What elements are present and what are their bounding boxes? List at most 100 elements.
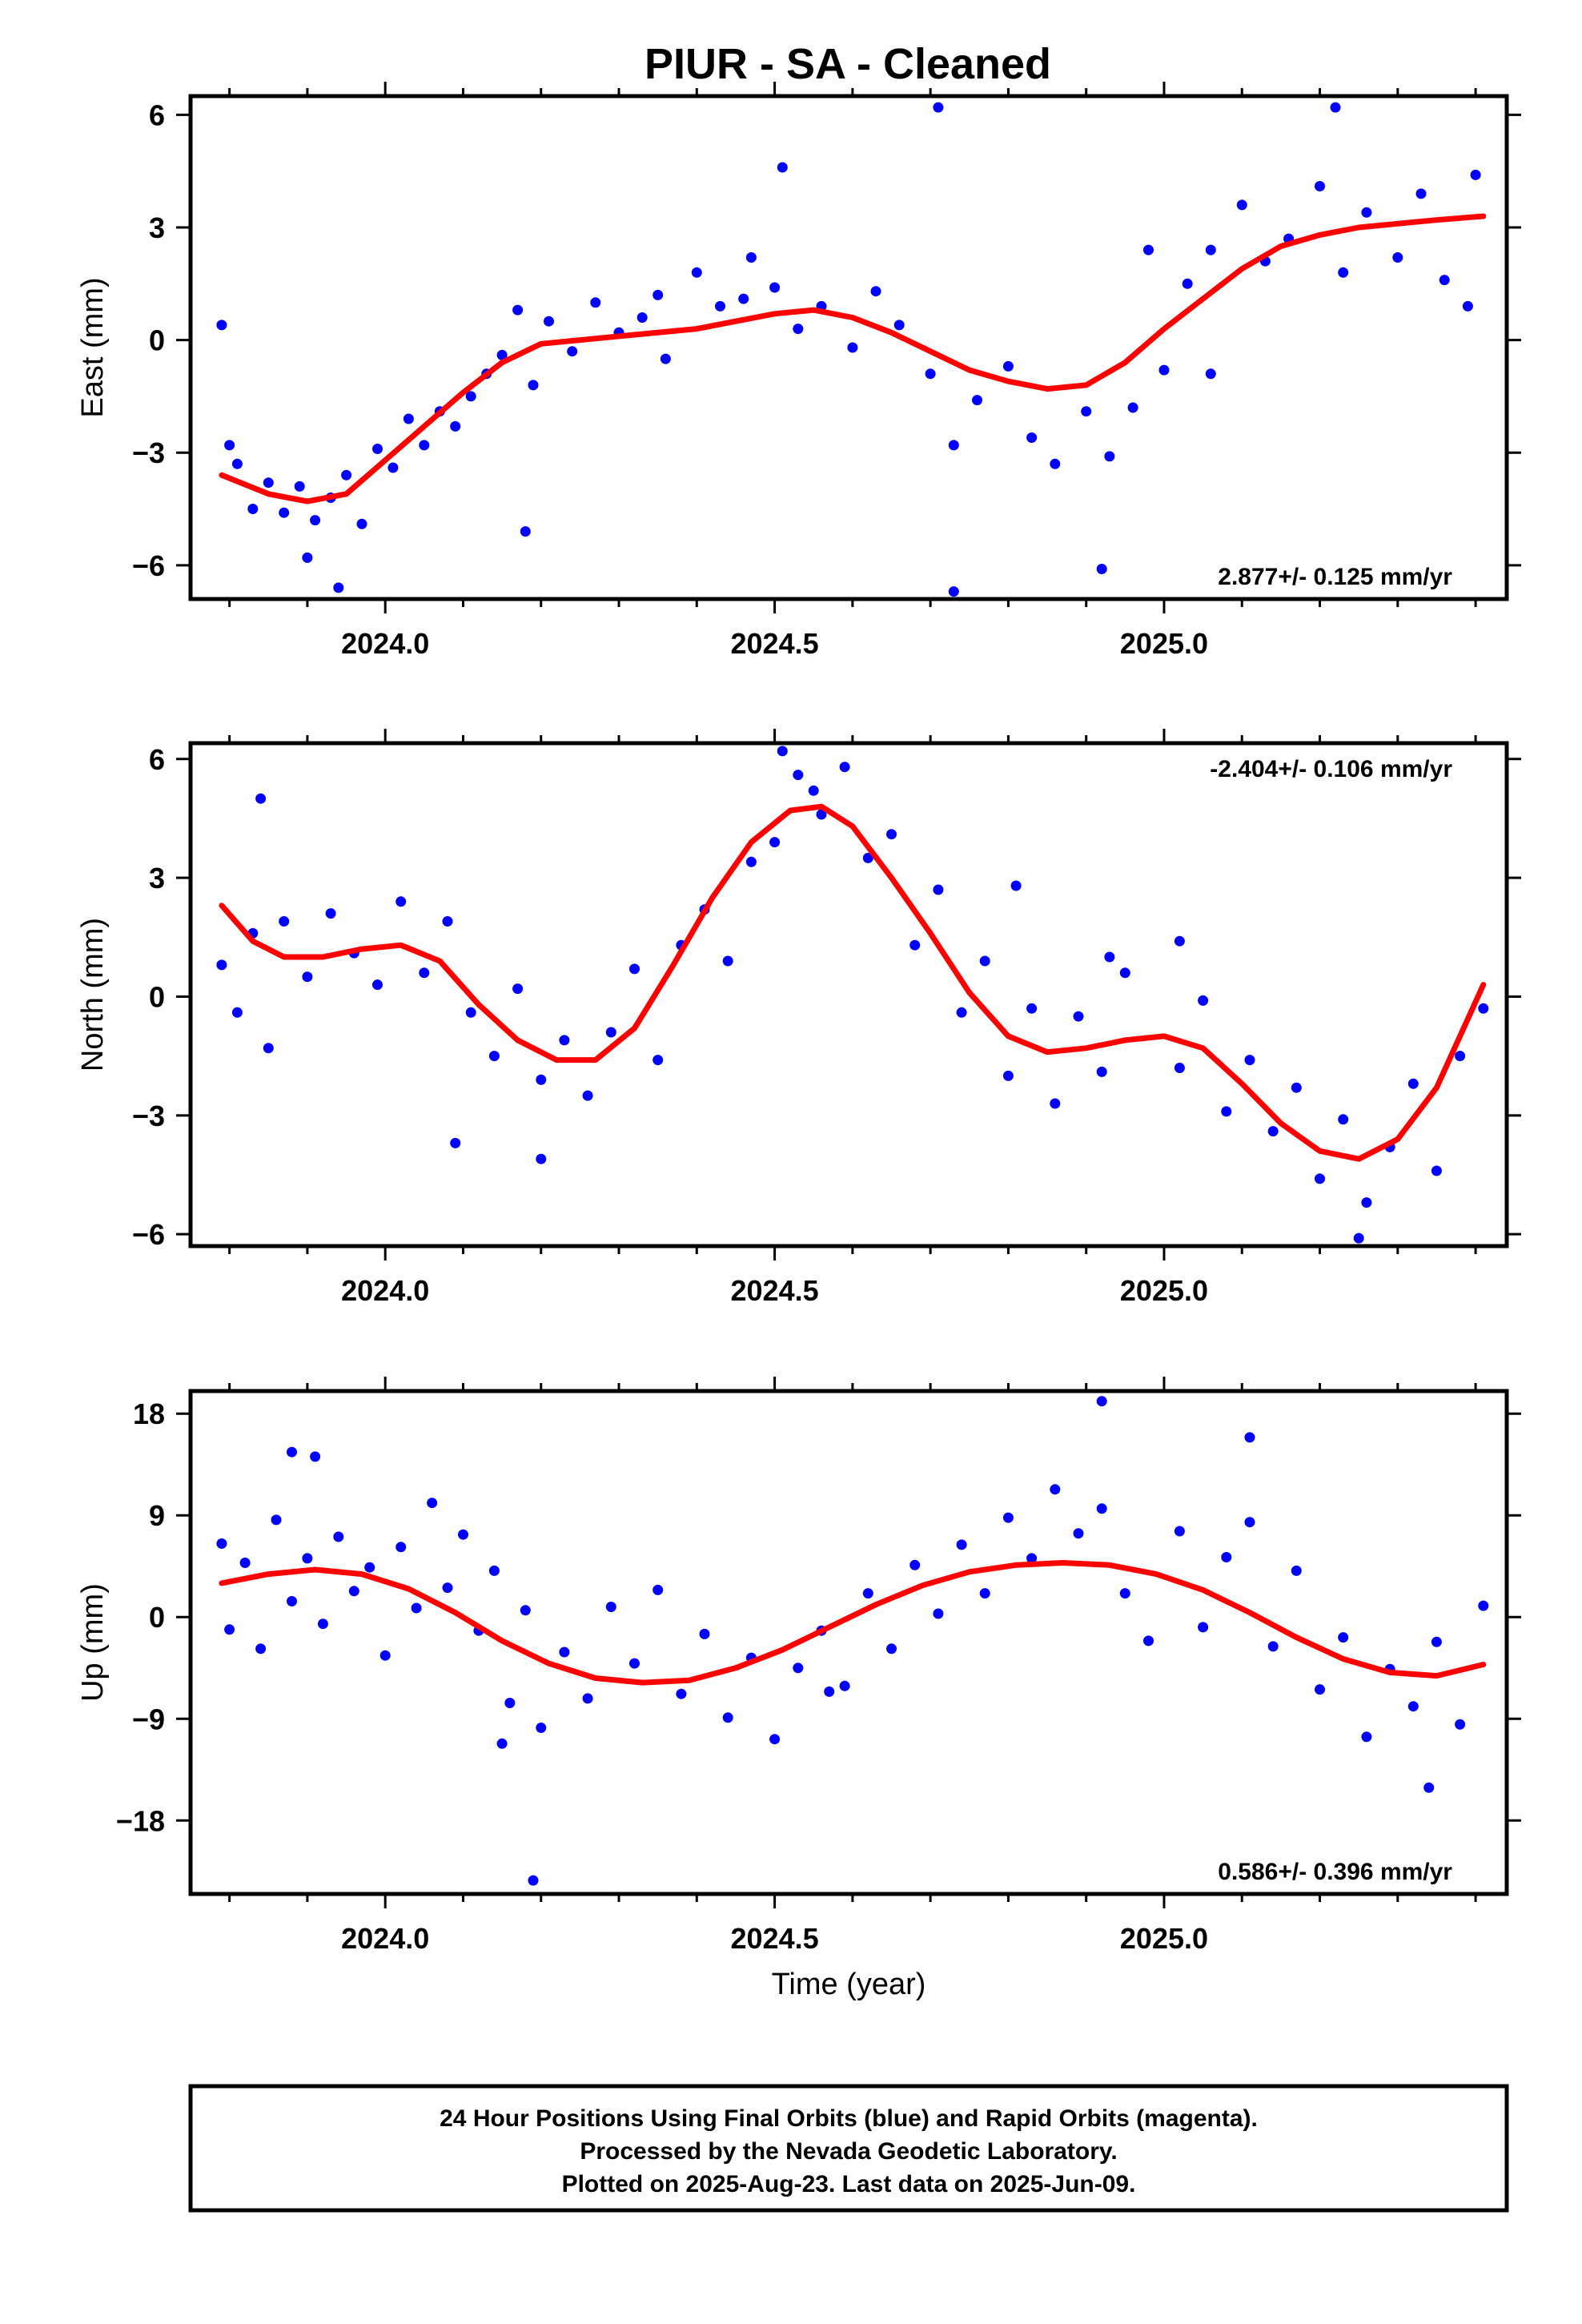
up-data-point: [652, 1584, 664, 1595]
east-y-axis-label: East (mm): [76, 277, 110, 417]
east-data-point: [1315, 181, 1325, 191]
north-fit-curve: [219, 803, 1487, 1162]
north-data-layer: [216, 746, 1489, 1244]
north-data-point: [512, 983, 524, 995]
north-data-point: [419, 967, 430, 979]
up-data-point: [1455, 1719, 1466, 1730]
up-x-tick-label: 2024.0: [341, 1922, 429, 1955]
up-data-point: [933, 1608, 944, 1619]
north-y-tick-label: −3: [132, 1100, 165, 1132]
north-data-point: [652, 1055, 664, 1066]
north-x-tick-label: 2025.0: [1120, 1274, 1208, 1307]
east-data-point: [279, 507, 290, 518]
up-data-point: [302, 1553, 313, 1564]
north-data-point: [1050, 1098, 1061, 1109]
east-data-point: [1439, 275, 1450, 286]
up-data-point: [629, 1658, 640, 1669]
east-data-point: [745, 252, 757, 263]
up-data-point: [886, 1643, 897, 1655]
north-data-point: [1291, 1082, 1302, 1093]
east-data-point: [372, 444, 383, 454]
up-data-point: [488, 1565, 500, 1576]
north-data-point: [1267, 1126, 1279, 1137]
north-data-point: [1338, 1114, 1349, 1125]
up-data-point: [379, 1650, 391, 1661]
east-data-point: [948, 440, 959, 451]
north-data-point: [1198, 995, 1209, 1006]
caption-line-1: 24 Hour Positions Using Final Orbits (bl…: [440, 2105, 1258, 2132]
up-data-point: [458, 1529, 468, 1540]
east-data-point: [512, 304, 524, 316]
up-data-point: [956, 1539, 967, 1550]
east-data-point: [341, 469, 352, 480]
up-data-point: [317, 1618, 328, 1630]
up-x-tick-label: 2025.0: [1120, 1922, 1208, 1955]
east-data-point: [769, 282, 781, 293]
east-data-point: [231, 458, 243, 469]
north-data-point: [582, 1090, 593, 1101]
up-data-point: [1315, 1684, 1325, 1695]
north-data-point: [559, 1035, 570, 1046]
north-data-point: [231, 1007, 243, 1018]
up-data-point: [1244, 1517, 1255, 1528]
east-data-point: [1143, 244, 1154, 255]
north-rate-label: -2.404+/- 0.106 mm/yr: [1210, 756, 1452, 782]
figure-title: PIUR - SA - Cleaned: [644, 40, 1051, 88]
north-y-tick-label: 6: [149, 743, 165, 776]
up-data-point: [427, 1498, 438, 1509]
up-y-tick-label: 9: [149, 1499, 165, 1532]
up-data-point: [1267, 1641, 1279, 1652]
up-plot-frame: [188, 1389, 1509, 1896]
north-x-tick-label: 2024.0: [341, 1274, 429, 1307]
east-data-point: [777, 162, 788, 173]
up-data-point: [559, 1647, 570, 1658]
east-data-point: [925, 368, 936, 380]
up-data-point: [1026, 1553, 1038, 1564]
up-data-point: [216, 1538, 227, 1549]
east-data-point: [544, 316, 554, 327]
north-data-point: [279, 916, 290, 927]
north-data-point: [979, 955, 990, 967]
east-data-point: [403, 413, 414, 424]
up-panel: 2024.0 2024.5 2025.0 18 9 0 −9 −18 Up (mm) Time (…: [76, 1377, 1521, 2001]
up-data-point: [536, 1723, 547, 1733]
north-data-point: [1026, 1003, 1038, 1014]
north-data-point: [1119, 967, 1130, 979]
up-y-tick-label: 18: [133, 1397, 165, 1430]
up-data-point: [1096, 1503, 1107, 1514]
east-data-point: [247, 504, 259, 514]
east-data-point: [1470, 169, 1481, 180]
up-rate-label: 0.586+/- 0.396 mm/yr: [1218, 1859, 1452, 1885]
up-data-point: [504, 1698, 516, 1708]
east-data-point: [465, 391, 476, 402]
east-data-point: [1330, 102, 1341, 113]
up-data-point: [396, 1542, 407, 1553]
east-data-point: [263, 477, 274, 489]
east-y-tick-label: −3: [132, 436, 165, 469]
north-data-point: [1221, 1106, 1232, 1117]
up-data-point: [287, 1446, 297, 1458]
east-data-point: [715, 300, 725, 312]
north-data-point: [396, 896, 407, 907]
up-data-point: [442, 1582, 453, 1594]
up-data-point: [1143, 1635, 1154, 1647]
up-data-point: [1478, 1600, 1489, 1611]
east-data-point: [1392, 252, 1403, 263]
caption-line-3: Plotted on 2025-Aug-23. Last data on 202…: [562, 2171, 1136, 2197]
north-data-point: [536, 1074, 547, 1085]
up-data-point: [333, 1531, 344, 1542]
up-data-point: [224, 1624, 235, 1635]
north-data-point: [1073, 1011, 1084, 1022]
caption-line-2: Processed by the Nevada Geodetic Laborat…: [580, 2138, 1117, 2165]
north-x-tick-label: 2024.5: [731, 1274, 819, 1307]
up-data-point: [1407, 1701, 1419, 1712]
east-data-point: [1236, 199, 1247, 211]
north-data-point: [793, 770, 804, 781]
up-y-tick-label: 0: [149, 1601, 165, 1634]
north-data-point: [488, 1051, 500, 1062]
east-data-point: [1081, 406, 1092, 417]
east-data-point: [224, 440, 235, 451]
east-data-point: [567, 346, 578, 357]
up-data-point: [1073, 1528, 1084, 1539]
east-data-point: [972, 395, 982, 406]
